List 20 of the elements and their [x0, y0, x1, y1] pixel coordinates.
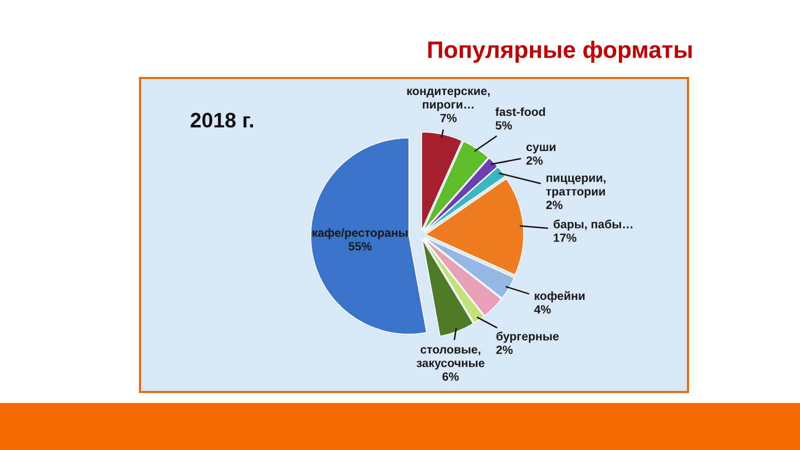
slice-label: кондитерские, пироги…: [407, 88, 490, 111]
data-label: 5%: [496, 121, 512, 130]
slice-label: суши: [526, 144, 556, 154]
slice-label: бары, пабы…: [554, 220, 632, 231]
data-label: 17%: [554, 234, 576, 242]
data-label: 55%: [348, 242, 372, 250]
slice-label: кафе/рестораны: [312, 228, 408, 240]
data-label: 2%: [546, 200, 563, 210]
slice-label: столовые, закусочные: [416, 347, 484, 370]
slice-label: кофейни: [534, 291, 585, 302]
chart-title: Популярные форматы: [428, 40, 692, 63]
data-label: 7%: [440, 114, 457, 122]
slice-label: бургерные: [496, 332, 559, 343]
text: 2018 г.: [190, 112, 254, 128]
slice-label: fast-food: [495, 107, 545, 116]
data-label: 4%: [534, 305, 551, 314]
data-label: 2%: [526, 156, 543, 165]
data-label: 6%: [442, 372, 459, 381]
data-label: 2%: [496, 346, 513, 354]
slice-label: пиццерии, траттории: [546, 176, 606, 198]
